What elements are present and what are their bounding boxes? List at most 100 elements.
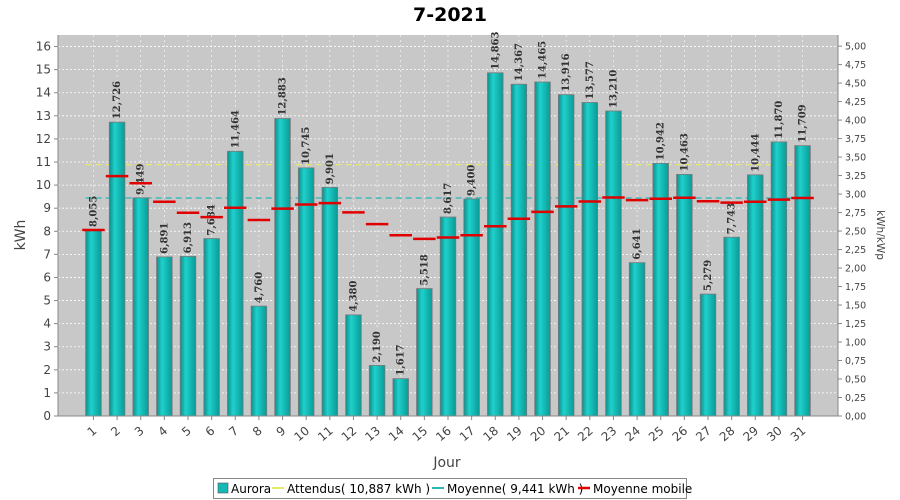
y-left-tick-label: 1 — [43, 386, 51, 400]
bar-data-label: 13,916 — [561, 53, 572, 91]
y-axis-right-label: kWh/kWp — [874, 210, 886, 260]
bar — [510, 83, 528, 417]
x-tick-label: 9 — [274, 424, 289, 440]
bar — [487, 72, 504, 417]
y-right-tick-label: 3,75 — [845, 134, 866, 145]
bar-data-label: 6,913 — [183, 222, 194, 253]
bar-data-label: 13,577 — [585, 61, 596, 99]
x-tick-label: 26 — [670, 424, 691, 445]
x-tick-label: 22 — [575, 424, 596, 445]
bar-data-label: 10,745 — [301, 127, 312, 165]
bar — [416, 288, 433, 417]
bar-data-label: 11,709 — [798, 104, 809, 142]
x-tick-label: 1 — [85, 424, 100, 440]
x-tick-label: 28 — [717, 424, 738, 445]
bar — [179, 255, 197, 417]
chart-title: 7-2021 — [413, 4, 487, 26]
bar — [227, 150, 244, 417]
y-left-tick-label: 9 — [43, 201, 51, 215]
bar-data-label: 4,380 — [348, 281, 359, 312]
x-tick-label: 15 — [410, 424, 431, 445]
x-tick-label: 14 — [386, 424, 407, 445]
bar-data-label: 7,684 — [207, 204, 218, 235]
bar-data-label: 14,863 — [490, 31, 501, 69]
y-left-tick-label: 16 — [36, 40, 51, 54]
x-tick-label: 10 — [291, 424, 312, 445]
x-axis-label: Jour — [432, 455, 461, 471]
x-tick-label: 23 — [599, 424, 620, 445]
bar — [699, 293, 717, 417]
y-right-tick-label: 2,00 — [845, 264, 866, 275]
bar — [723, 236, 740, 417]
legend-box — [213, 478, 687, 499]
bar-data-label: 9,901 — [325, 153, 336, 184]
bar — [392, 378, 409, 417]
bar — [250, 305, 268, 417]
y-left-tick-label: 3 — [43, 340, 51, 354]
x-tick-label: 20 — [528, 424, 549, 445]
bar — [156, 256, 173, 417]
bar — [770, 141, 788, 417]
y-left-tick-label: 7 — [43, 247, 51, 261]
y-right-tick-label: 4,25 — [845, 97, 866, 108]
bar-data-label: 10,444 — [750, 134, 761, 172]
legend-swatch-aurora — [217, 482, 229, 494]
y-right-tick-label: 2,25 — [845, 245, 866, 256]
legend-label-moving-average: Moyenne mobile — [593, 482, 692, 496]
bar-data-label: 9,400 — [467, 165, 478, 196]
bar — [321, 186, 339, 417]
bar-data-label: 11,464 — [230, 110, 241, 148]
bar-data-label: 10,463 — [679, 133, 690, 171]
legend-label-average: Moyenne( 9,441 kWh ) — [447, 482, 583, 496]
legend: Aurora Attendus( 10,887 kWh ) Moyenne( 9,4… — [213, 478, 692, 499]
x-tick-label: 2 — [108, 424, 123, 440]
y-right-tick-label: 3,00 — [845, 190, 866, 201]
bar-data-label: 6,891 — [159, 223, 170, 254]
x-tick-label: 7 — [226, 424, 241, 440]
y-right-tick-label: 0,00 — [845, 412, 866, 423]
y-right-tick-label: 3,25 — [845, 171, 866, 182]
y-right-tick-label: 0,50 — [845, 375, 866, 386]
bar — [628, 262, 646, 417]
bar-data-label: 5,518 — [419, 254, 430, 285]
bar — [534, 81, 551, 417]
bar — [463, 198, 480, 417]
y-right-tick-label: 1,25 — [845, 319, 866, 330]
x-tick-label: 21 — [551, 424, 572, 445]
y-left-tick-label: 4 — [43, 317, 51, 331]
y-left-tick-label: 10 — [36, 178, 51, 192]
bar-data-label: 9,449 — [136, 163, 147, 194]
y-left-tick-label: 12 — [36, 132, 51, 146]
y-right-tick-label: 2,50 — [845, 227, 866, 238]
legend-label-expected: Attendus( 10,887 kWh ) — [287, 482, 430, 496]
bar — [203, 238, 220, 417]
y-right-tick-label: 4,50 — [845, 79, 866, 90]
bar — [132, 197, 149, 417]
bar — [676, 173, 693, 417]
bar — [581, 102, 599, 417]
x-tick-label: 3 — [132, 424, 147, 440]
bar-data-label: 12,883 — [278, 77, 289, 115]
y-left-tick-label: 8 — [43, 224, 51, 238]
x-tick-label: 29 — [740, 424, 761, 445]
bar-data-label: 8,617 — [443, 183, 454, 214]
bar-data-label: 4,760 — [254, 272, 265, 303]
x-tick-label: 24 — [622, 424, 643, 445]
x-tick-label: 12 — [339, 424, 360, 445]
legend-label-aurora: Aurora — [231, 482, 271, 496]
x-tick-label: 4 — [155, 424, 170, 440]
y-right-tick-label: 5,00 — [845, 42, 866, 53]
y-right-tick-label: 3,50 — [845, 153, 866, 164]
bar — [274, 118, 291, 417]
bar — [794, 145, 811, 417]
x-tick-label: 8 — [250, 424, 265, 440]
y-left-tick-label: 15 — [36, 63, 51, 77]
x-tick-label: 11 — [315, 424, 336, 445]
bar-data-label: 13,210 — [608, 70, 619, 108]
bar-data-label: 7,743 — [727, 203, 738, 234]
y-left-tick-label: 13 — [36, 109, 51, 123]
bar-data-label: 14,465 — [538, 41, 549, 79]
y-axis-left-label: kWh — [13, 220, 29, 251]
